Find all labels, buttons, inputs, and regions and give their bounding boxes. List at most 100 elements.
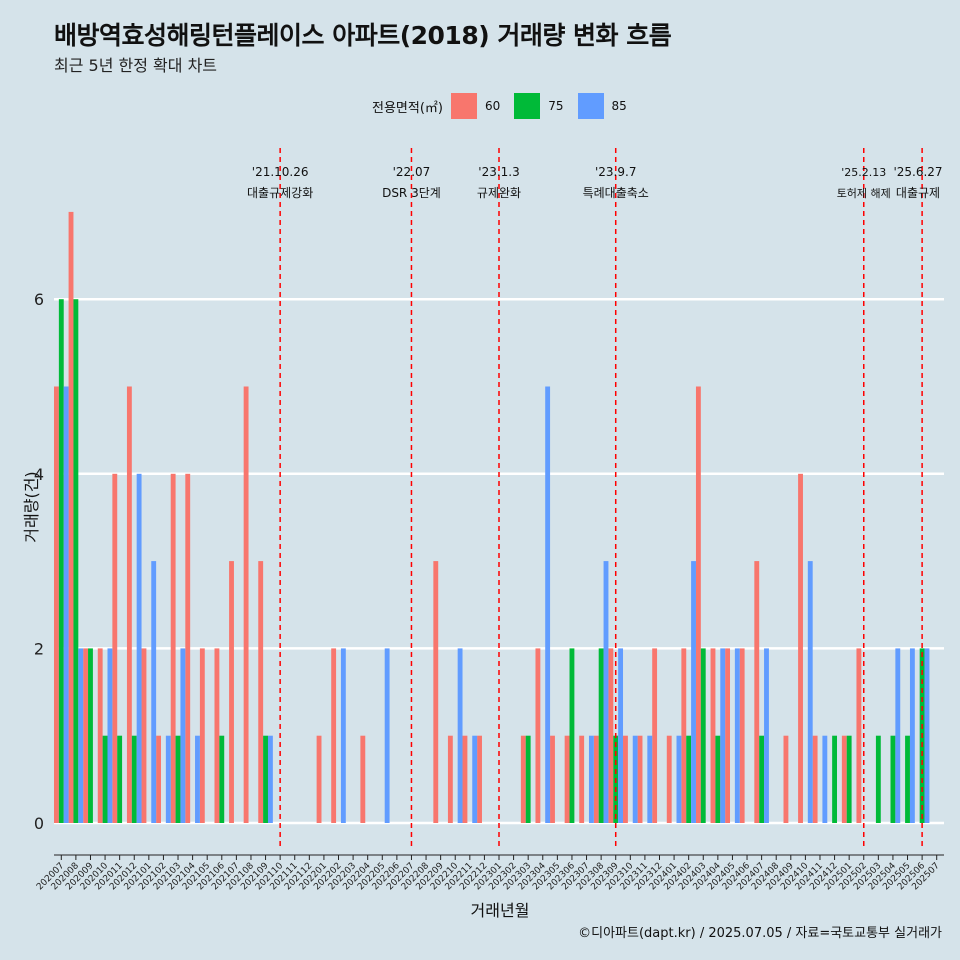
legend: 전용면적(㎡) 60 75 85 [372, 92, 641, 120]
bar-85-202304 [545, 386, 551, 823]
bar-60-202212 [477, 735, 482, 823]
bar-85-202404 [720, 648, 726, 823]
bar-85-202101 [151, 561, 157, 823]
bar-60-202107 [229, 561, 234, 823]
y-axis-label: 거래량(건) [22, 471, 41, 543]
bar-60-202310 [623, 735, 628, 823]
bar-85-202310 [632, 735, 638, 823]
bar-60-202410 [798, 473, 803, 823]
bar-85-202103 [180, 648, 186, 823]
bar-85-202211 [472, 735, 478, 823]
bar-75-202308 [598, 648, 604, 823]
event-name-label: 특례대출축소 [583, 186, 649, 200]
bar-75-202505 [905, 735, 910, 823]
bar-75-202404 [715, 735, 721, 823]
bar-75-202501 [846, 735, 852, 823]
bar-60-202210 [447, 735, 453, 823]
bar-85-202007 [63, 386, 69, 823]
bar-60-202009 [83, 648, 89, 823]
bar-75-202403 [700, 648, 706, 823]
x-axis-label: 거래년월 [470, 901, 530, 920]
bar-75-202009 [88, 648, 93, 823]
bar-60-202204 [360, 735, 366, 823]
bar-60-202202 [331, 648, 337, 823]
bar-60-202312 [652, 648, 658, 823]
bar-60-202008 [68, 211, 74, 823]
bar-85-202401 [676, 735, 682, 823]
bar-60-202405 [725, 648, 731, 823]
event-date-label: '21.10.26 [252, 165, 309, 179]
bar-60-202306 [564, 735, 570, 823]
bar-75-202303 [525, 735, 531, 823]
bar-60-202104 [185, 473, 191, 823]
source-caption: ©디아파트(dapt.kr) / 2025.07.05 / 자료=국토교통부 실… [578, 926, 942, 941]
bar-85-202411 [822, 735, 828, 823]
bar-60-202012 [126, 386, 132, 823]
chart-title: 배방역효성해링턴플레이스 아파트(2018) 거래량 변화 흐름 [54, 21, 672, 50]
bar-75-202412 [832, 735, 838, 823]
bar-60-202201 [316, 735, 322, 823]
bar-60-202109 [258, 561, 264, 823]
bar-85-202202 [340, 648, 346, 823]
bar-75-202010 [102, 735, 108, 823]
bar-60-202303 [520, 735, 526, 823]
event-date-label: '25.6.27 [893, 165, 942, 179]
bar-60-202007 [54, 386, 59, 823]
bar-75-202007 [58, 299, 64, 823]
bar-60-202502 [856, 648, 862, 823]
bar-85-202504 [895, 648, 901, 823]
bar-85-202309 [618, 648, 624, 823]
legend-label-85: 85 [611, 99, 627, 113]
bar-60-202311 [637, 735, 643, 823]
event-date-label: '23.1.3 [478, 165, 519, 179]
bar-60-202211 [462, 735, 468, 823]
bar-60-202304 [535, 648, 541, 823]
bar-75-202504 [890, 735, 896, 823]
bar-75-202402 [686, 735, 692, 823]
legend-key-85 [577, 93, 604, 119]
event-name-label: 토허제 해제 [837, 186, 891, 200]
bar-85-202308 [603, 561, 609, 823]
bar-85-202311 [647, 735, 653, 823]
bar-60-202108 [243, 386, 249, 823]
bar-60-202402 [681, 648, 687, 823]
bar-75-202109 [263, 735, 268, 823]
bar-85-202102 [165, 735, 171, 823]
bar-85-202210 [457, 648, 463, 823]
bar-75-202103 [175, 735, 181, 823]
bar-60-202411 [812, 735, 818, 823]
event-name-label: 대출규제 [896, 186, 940, 200]
bar-75-202012 [131, 735, 137, 823]
bar-60-202011 [112, 473, 118, 823]
bar-60-202308 [593, 735, 599, 823]
bar-60-202401 [666, 735, 672, 823]
event-name-label: DSR 3단계 [382, 186, 441, 200]
bar-85-202205 [384, 648, 390, 823]
bar-60-202501 [841, 735, 847, 823]
bar-60-202305 [550, 735, 555, 823]
bar-85-202410 [807, 561, 813, 823]
event-name-label: 규제완화 [477, 186, 521, 200]
legend-key-75 [514, 93, 541, 119]
bar-85-202407 [764, 648, 769, 823]
event-date-label: '22.07 [393, 165, 431, 179]
bar-85-202012 [136, 473, 142, 823]
bar-75-202407 [759, 735, 765, 823]
bar-60-202105 [199, 648, 205, 823]
bar-75-202306 [569, 648, 575, 823]
bar-60-202307 [579, 735, 585, 823]
bar-75-202008 [73, 299, 79, 823]
bar-60-202209 [433, 561, 439, 823]
bar-60-202409 [783, 735, 789, 823]
bar-85-202405 [734, 648, 740, 823]
event-name-label: 대출규제강화 [247, 186, 313, 200]
bar-85-202109 [267, 735, 273, 823]
bar-60-202404 [710, 648, 716, 823]
y-tick-label: 6 [34, 290, 44, 309]
bar-85-202010 [107, 648, 113, 823]
bar-85-202104 [195, 735, 200, 823]
bar-60-202010 [97, 648, 103, 823]
bar-60-202406 [739, 648, 745, 823]
event-date-label: '25.2.13 [841, 166, 886, 179]
